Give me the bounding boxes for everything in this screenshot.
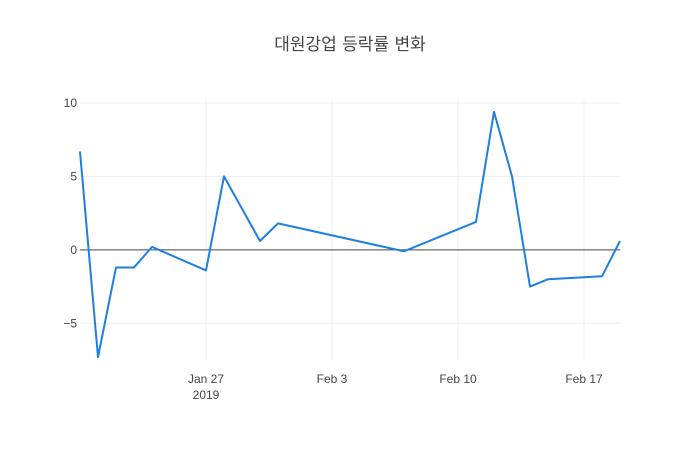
x-tick-label: Feb 10 — [439, 372, 477, 386]
series-layer — [79, 110, 621, 359]
y-tick-label: 5 — [70, 169, 77, 183]
grid-layer — [80, 100, 620, 360]
x-tick-label: Feb 3 — [317, 372, 348, 386]
y-tick-label: 10 — [64, 96, 78, 110]
chart-title: 대원강업 등락률 변화 — [274, 35, 426, 55]
x-tick-sublabel: 2019 — [193, 388, 220, 402]
x-tick-label: Jan 27 — [188, 372, 224, 386]
y-tick-label: −5 — [63, 316, 77, 330]
series-line — [79, 110, 621, 359]
x-tick-label: Feb 17 — [565, 372, 603, 386]
tick-layer: Jan 27 2019 Feb 3 Feb 10 Feb 17 10 5 0 −5 — [63, 96, 603, 402]
y-tick-label: 0 — [70, 243, 77, 257]
